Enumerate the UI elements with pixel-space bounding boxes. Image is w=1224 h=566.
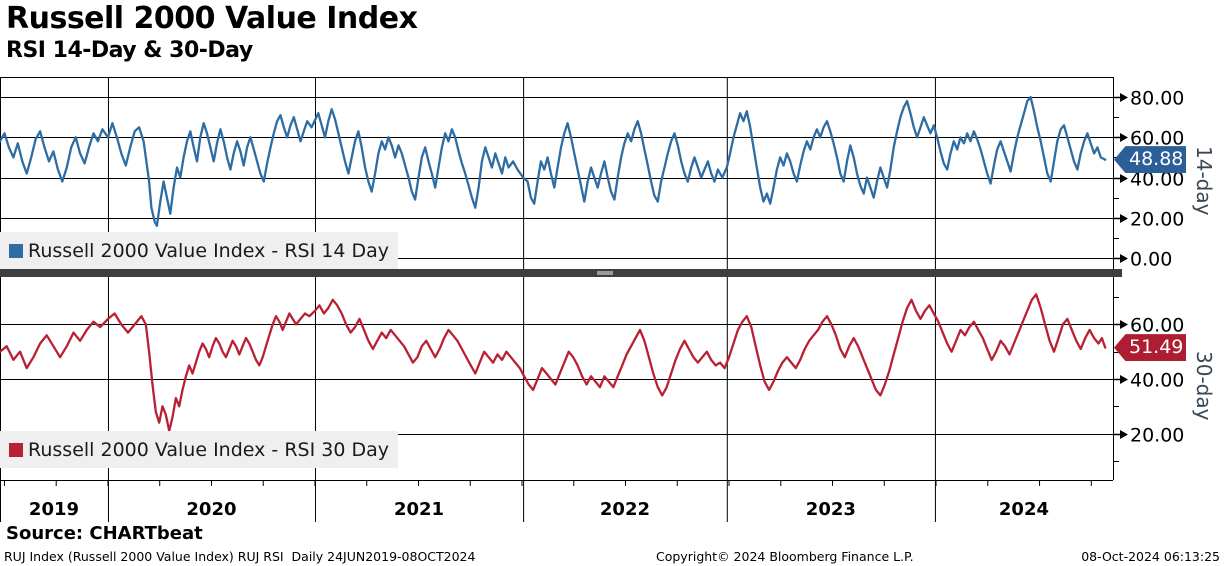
y-tick-label: 60.00 bbox=[1130, 128, 1184, 150]
year-label: 2022 bbox=[600, 499, 650, 520]
y-tick-label: 20.00 bbox=[1130, 425, 1184, 447]
source-label: Source: CHARTbeat bbox=[6, 523, 203, 544]
footer-timestamp: 08-Oct-2024 06:13:25 bbox=[1081, 549, 1220, 564]
legend-swatch-rsi-30-icon bbox=[9, 442, 23, 457]
legend-swatch-rsi-14-icon bbox=[9, 243, 23, 258]
panel-splitter-handle[interactable] bbox=[597, 271, 613, 275]
legend-rsi-30[interactable]: Russell 2000 Value Index - RSI 30 Day bbox=[0, 431, 398, 468]
last-value-badge-rsi-30: 51.49 bbox=[1114, 334, 1186, 362]
year-label: 2019 bbox=[29, 499, 79, 520]
y-tick-label: 80.00 bbox=[1130, 88, 1184, 110]
panel-separator bbox=[0, 269, 1122, 277]
legend-rsi-14[interactable]: Russell 2000 Value Index - RSI 14 Day bbox=[0, 232, 398, 269]
y-tick-arrow-icon bbox=[1120, 214, 1128, 223]
y-tick-arrow-icon bbox=[1120, 375, 1128, 384]
y-tick-label: 20.00 bbox=[1130, 209, 1184, 231]
y-tick-label: 60.00 bbox=[1130, 315, 1184, 337]
rsi-30-day-series-line bbox=[0, 293, 1107, 433]
year-label: 2023 bbox=[806, 499, 856, 520]
footer-copyright: Copyright© 2024 Bloomberg Finance L.P. bbox=[656, 549, 914, 564]
y-tick-arrow-icon bbox=[1120, 320, 1128, 329]
y-tick-arrow-icon bbox=[1120, 430, 1128, 439]
y-tick-label: 40.00 bbox=[1130, 169, 1184, 191]
page-title: Russell 2000 Value Index bbox=[6, 1, 418, 36]
legend-label-rsi-14: Russell 2000 Value Index - RSI 14 Day bbox=[28, 239, 389, 262]
y-tick-label: 0.00 bbox=[1130, 249, 1172, 271]
rsi-14-day-series-line bbox=[0, 95, 1107, 227]
legend-label-rsi-30: Russell 2000 Value Index - RSI 30 Day bbox=[28, 438, 389, 461]
year-label: 2021 bbox=[394, 499, 444, 520]
panel-axis-title-30-day: 30-day bbox=[1192, 351, 1216, 421]
panel-axis-title-14-day: 14-day bbox=[1192, 145, 1216, 216]
y-tick-arrow-icon bbox=[1120, 93, 1128, 102]
year-label: 2020 bbox=[186, 499, 236, 520]
footer-description: RUJ Index (Russell 2000 Value Index) RUJ… bbox=[4, 549, 476, 564]
last-value-badge-rsi-14: 48.88 bbox=[1114, 146, 1186, 174]
page-subtitle: RSI 14-Day & 30-Day bbox=[6, 38, 253, 63]
y-tick-label: 40.00 bbox=[1130, 370, 1184, 392]
year-label: 2024 bbox=[999, 499, 1049, 520]
y-tick-arrow-icon bbox=[1120, 133, 1128, 142]
y-tick-arrow-icon bbox=[1120, 174, 1128, 183]
y-tick-arrow-icon bbox=[1120, 254, 1128, 263]
footer: RUJ Index (Russell 2000 Value Index) RUJ… bbox=[0, 549, 1224, 565]
